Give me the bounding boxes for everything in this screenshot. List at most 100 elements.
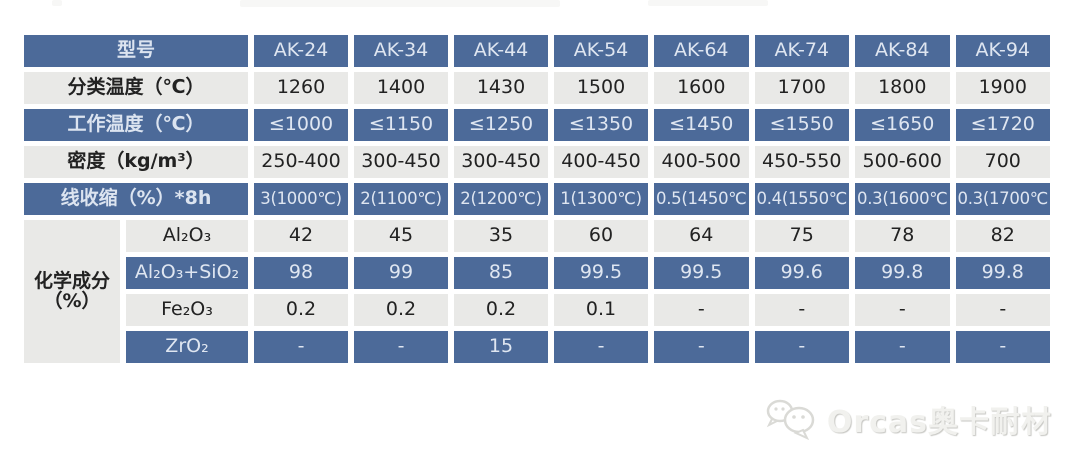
cell: 60 [554,220,648,252]
cell: 99.8 [855,257,950,289]
row-label-fe2o3: Fe₂O₃ [126,294,248,326]
cell: 99.8 [955,257,1050,289]
cell: 0.2 [254,294,348,326]
cell: 0.1 [554,294,648,326]
cell: 2(1200℃) [454,183,548,215]
cell: 250-400 [254,146,348,178]
cell: - [354,331,448,363]
cell: 85 [454,257,548,289]
cell: - [554,331,648,363]
cell: 1400 [354,72,448,104]
orca-chat-bubbles-icon [766,399,815,441]
column-header: AK-24 [254,35,348,67]
cell: 0.2 [454,294,548,326]
cell: 300-450 [354,146,448,178]
cell: - [254,331,348,363]
cell: - [855,331,950,363]
zro2-row: ZrO₂ - - 15 - - - - - [24,331,1050,363]
watermark-text: Orcas奥卡耐材 [826,405,1052,440]
cell: 82 [955,220,1050,252]
cropped-text-artifact [648,0,768,6]
linear-shrinkage-row: 线收缩（%）*8h 3(1000℃) 2(1100℃) 2(1200℃) 1(1… [24,183,1050,215]
header-row: 型号 AK-24 AK-34 AK-44 AK-54 AK-64 AK-74 A… [24,35,1050,67]
cell: ≤1000 [254,109,348,141]
cell: 99 [354,257,448,289]
cell: ≤1350 [554,109,648,141]
al2o3-sio2-row: Al₂O₃+SiO₂ 98 99 85 99.5 99.5 99.6 99.8 … [24,257,1050,289]
cell: 500-600 [855,146,950,178]
column-header: AK-54 [554,35,648,67]
cell: 0.5(1450℃ [654,183,749,215]
row-label-zro2: ZrO₂ [126,331,248,363]
cell: 1700 [754,72,849,104]
al2o3-row: 化学成分 （%） Al₂O₃ 42 45 35 60 64 75 78 82 [24,220,1050,363]
cell: 75 [754,220,849,252]
density-row: 密度（kg/m³） 250-400 300-450 300-450 400-45… [24,146,1050,178]
cell: 15 [454,331,548,363]
row-label-classification-temperature: 分类温度（℃） [24,72,248,104]
cell: 45 [354,220,448,252]
row-label-density: 密度（kg/m³） [24,146,248,178]
watermark: Orcas奥卡耐材 [763,396,1052,442]
cell: ≤1250 [454,109,548,141]
cell: - [955,294,1050,326]
cell: 64 [654,220,749,252]
cell: 0.3(1700℃ [955,183,1050,215]
column-header: AK-84 [855,35,950,67]
cell: - [754,331,849,363]
cell: - [855,294,950,326]
cell: ≤1650 [855,109,950,141]
cell: - [955,331,1050,363]
cell: 0.3(1600℃ [855,183,950,215]
cell: 35 [454,220,548,252]
cell: 2(1100℃) [354,183,448,215]
cell: - [654,294,749,326]
cell: 1260 [254,72,348,104]
column-header: AK-34 [354,35,448,67]
cell: 400-450 [554,146,648,178]
column-header: AK-74 [754,35,849,67]
cell: 700 [955,146,1050,178]
cell: 1900 [955,72,1050,104]
cell: 450-550 [754,146,849,178]
cell: 98 [254,257,348,289]
cell: ≤1720 [955,109,1050,141]
spec-table-container: 型号 AK-24 AK-34 AK-44 AK-54 AK-64 AK-74 A… [18,30,1056,368]
classification-temperature-row: 分类温度（℃） 1260 1400 1430 1500 1600 1700 18… [24,72,1050,104]
spec-table: 型号 AK-24 AK-34 AK-44 AK-54 AK-64 AK-74 A… [18,30,1056,368]
cell: 78 [855,220,950,252]
cell: ≤1450 [654,109,749,141]
row-label-al2o3-sio2: Al₂O₃+SiO₂ [126,257,248,289]
working-temperature-row: 工作温度（℃） ≤1000 ≤1150 ≤1250 ≤1350 ≤1450 ≤1… [24,109,1050,141]
cell: 0.4(1550℃ [754,183,849,215]
column-header: AK-44 [454,35,548,67]
cell: 1800 [855,72,950,104]
column-header: AK-64 [654,35,749,67]
fe2o3-row: Fe₂O₃ 0.2 0.2 0.2 0.1 - - - - [24,294,1050,326]
cell: 1(1300℃) [554,183,648,215]
cell: 1600 [654,72,749,104]
cell: 1500 [554,72,648,104]
cropped-text-artifact [52,0,62,6]
row-label-al2o3: Al₂O₃ [126,220,248,252]
chem-label-line2: （%） [43,289,101,312]
cell: 99.5 [554,257,648,289]
column-header: AK-94 [955,35,1050,67]
cell: 99.6 [754,257,849,289]
cell: 0.2 [354,294,448,326]
cell: ≤1150 [354,109,448,141]
cell: - [754,294,849,326]
cell: 400-500 [654,146,749,178]
cell: 300-450 [454,146,548,178]
chem-section-label: 化学成分 （%） [24,220,120,363]
cell: ≤1550 [754,109,849,141]
cell: - [654,331,749,363]
cell: 1430 [454,72,548,104]
cell: 42 [254,220,348,252]
row-label-linear-shrinkage: 线收缩（%）*8h [24,183,248,215]
row-label-model: 型号 [24,35,248,67]
cell: 99.5 [654,257,749,289]
cropped-text-artifact [240,0,560,7]
row-label-working-temperature: 工作温度（℃） [24,109,248,141]
